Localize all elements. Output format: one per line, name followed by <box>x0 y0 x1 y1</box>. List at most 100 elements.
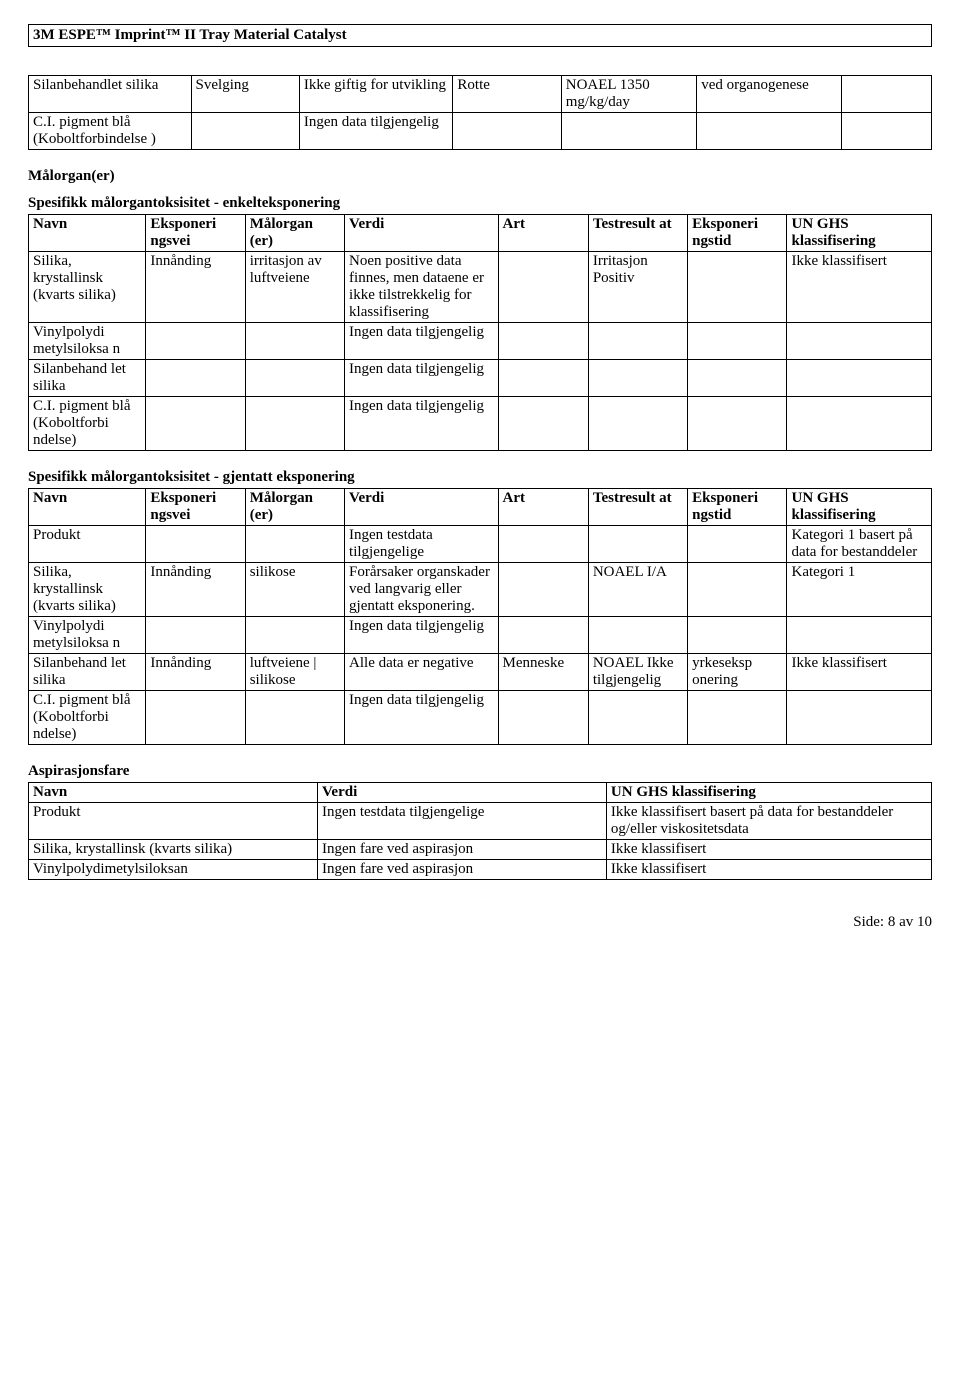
table-cell: Kategori 1 <box>787 563 932 617</box>
table-cell <box>498 252 588 323</box>
table-cell: Innånding <box>146 563 245 617</box>
section-single: Spesifikk målorgantoksisitet - enkelteks… <box>28 195 932 212</box>
table-header-cell: Art <box>498 215 588 252</box>
table-cell: Ikke giftig for utvikling <box>299 76 453 113</box>
table-cell <box>245 691 344 745</box>
table-cell <box>498 617 588 654</box>
table-row: Silika, krystallinsk (kvarts silika)Innå… <box>29 252 932 323</box>
table-cell <box>588 323 687 360</box>
table-cell <box>588 397 687 451</box>
table-header-cell: Eksponeri ngstid <box>688 215 787 252</box>
table-cell: luftveiene | silikose <box>245 654 344 691</box>
table-cell <box>787 360 932 397</box>
table-cell <box>588 691 687 745</box>
table-header-cell: Testresult at <box>588 489 687 526</box>
table-cell: NOAEL Ikke tilgjengelig <box>588 654 687 691</box>
table-cell: C.I. pigment blå (Koboltforbi ndelse) <box>29 397 146 451</box>
table-header-cell: Navn <box>29 489 146 526</box>
table-cell <box>588 617 687 654</box>
table-cell <box>588 526 687 563</box>
table-cell: C.I. pigment blå (Koboltforbi ndelse) <box>29 691 146 745</box>
table-cell: Ikke klassifisert <box>606 840 931 860</box>
table-cell <box>498 323 588 360</box>
table-cell: Vinylpolydimetylsiloksan <box>29 860 318 880</box>
table-cell <box>688 526 787 563</box>
table-cell <box>245 617 344 654</box>
table-cell: Noen positive data finnes, men dataene e… <box>345 252 499 323</box>
table-cell <box>146 397 245 451</box>
table-cell <box>191 113 299 150</box>
table-cell: Alle data er negative <box>345 654 499 691</box>
table-header-cell: Verdi <box>317 783 606 803</box>
table-row: ProduktIngen testdata tilgjengeligeIkke … <box>29 803 932 840</box>
table-cell <box>498 563 588 617</box>
table-cell <box>787 691 932 745</box>
section-repeat: Spesifikk målorgantoksisitet - gjentatt … <box>28 469 932 486</box>
table-cell <box>245 397 344 451</box>
table-row: VinylpolydimetylsiloksanIngen fare ved a… <box>29 860 932 880</box>
table-header-cell: UN GHS klassifisering <box>787 489 932 526</box>
table-cell: Ingen data tilgjengelig <box>345 360 499 397</box>
table-cell: Ikke klassifisert <box>787 654 932 691</box>
table-header-cell: UN GHS klassifisering <box>787 215 932 252</box>
table-cell <box>146 526 245 563</box>
table-cell: ved organogenese <box>697 76 841 113</box>
table-top: Silanbehandlet silikaSvelgingIkke giftig… <box>28 75 932 150</box>
table-header-cell: Testresult at <box>588 215 687 252</box>
table-header-cell: UN GHS klassifisering <box>606 783 931 803</box>
table-cell <box>787 397 932 451</box>
table-header-cell: Eksponeri ngsvei <box>146 215 245 252</box>
table-cell: NOAEL I/A <box>588 563 687 617</box>
table-cell <box>245 360 344 397</box>
table-row: C.I. pigment blå (Koboltforbindelse )Ing… <box>29 113 932 150</box>
table-cell: Ingen testdata tilgjengelige <box>317 803 606 840</box>
table-cell <box>146 617 245 654</box>
table-cell: Silanbehand let silika <box>29 360 146 397</box>
table-cell <box>688 563 787 617</box>
table-cell <box>561 113 696 150</box>
section-malorgan: Målorgan(er) <box>28 168 932 185</box>
table-cell: Vinylpolydi metylsiloksa n <box>29 323 146 360</box>
table-cell <box>146 691 245 745</box>
table-row: C.I. pigment blå (Koboltforbi ndelse)Ing… <box>29 397 932 451</box>
table-row: C.I. pigment blå (Koboltforbi ndelse)Ing… <box>29 691 932 745</box>
table-cell <box>688 323 787 360</box>
table-cell: Ingen fare ved aspirasjon <box>317 860 606 880</box>
table-header-cell: Art <box>498 489 588 526</box>
table-cell: irritasjon av luftveiene <box>245 252 344 323</box>
table-cell: Silanbehand let silika <box>29 654 146 691</box>
table-cell <box>688 360 787 397</box>
table-header-cell: Eksponeri ngstid <box>688 489 787 526</box>
table-cell: Ingen data tilgjengelig <box>345 617 499 654</box>
table-cell: Ikke klassifisert <box>606 860 931 880</box>
table-repeat-exposure: NavnEksponeri ngsveiMålorgan (er)VerdiAr… <box>28 488 932 745</box>
table-cell: Produkt <box>29 803 318 840</box>
table-cell: Vinylpolydi metylsiloksa n <box>29 617 146 654</box>
table-cell: Silika, krystallinsk (kvarts silika) <box>29 563 146 617</box>
table-cell: Menneske <box>498 654 588 691</box>
table-header-cell: Målorgan (er) <box>245 215 344 252</box>
table-cell: Svelging <box>191 76 299 113</box>
table-cell: Silika, krystallinsk (kvarts silika) <box>29 252 146 323</box>
table-cell: Ingen fare ved aspirasjon <box>317 840 606 860</box>
table-cell: Innånding <box>146 654 245 691</box>
table-row: Silanbehand let silikaInnåndingluftveien… <box>29 654 932 691</box>
table-cell <box>245 526 344 563</box>
table-cell: Ikke klassifisert basert på data for bes… <box>606 803 931 840</box>
table-cell <box>498 691 588 745</box>
table-header-cell: Navn <box>29 783 318 803</box>
table-cell <box>498 526 588 563</box>
table-cell <box>688 397 787 451</box>
table-cell: C.I. pigment blå (Koboltforbindelse ) <box>29 113 192 150</box>
table-header-cell: Navn <box>29 215 146 252</box>
table-cell: Ikke klassifisert <box>787 252 932 323</box>
table-cell: silikose <box>245 563 344 617</box>
table-row: Vinylpolydi metylsiloksa nIngen data til… <box>29 323 932 360</box>
section-aspiration: Aspirasjonsfare <box>28 763 932 780</box>
table-cell: Ingen testdata tilgjengelige <box>345 526 499 563</box>
table-row: Silanbehand let silika Ingen data tilgjen… <box>29 360 932 397</box>
table-row: Vinylpolydi metylsiloksa n Ingen data til… <box>29 617 932 654</box>
table-cell <box>498 397 588 451</box>
table-cell <box>787 617 932 654</box>
table-cell <box>245 323 344 360</box>
